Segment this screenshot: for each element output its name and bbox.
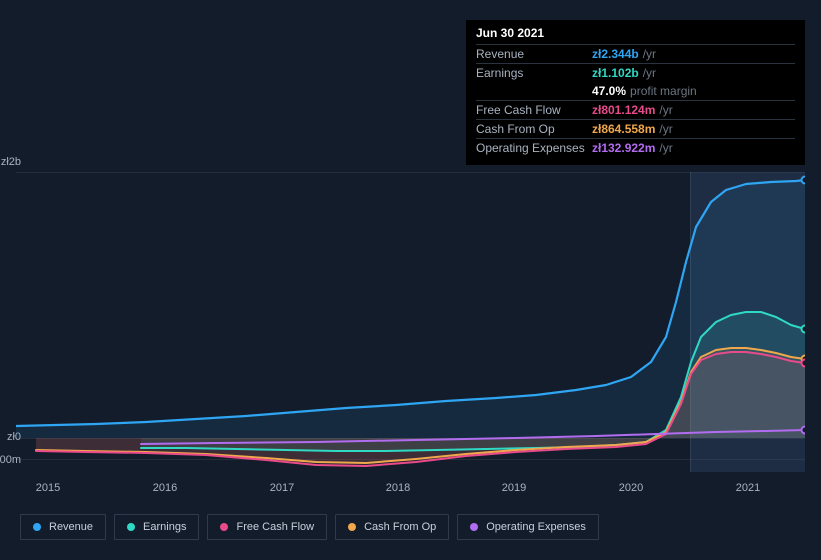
legend-label: Free Cash Flow — [236, 521, 314, 533]
legend: Revenue Earnings Free Cash Flow Cash From O… — [20, 514, 599, 540]
x-axis-label: 2017 — [270, 482, 294, 494]
tooltip-label: Earnings — [476, 66, 592, 80]
tooltip-value: zł1.102b/yr — [592, 66, 656, 80]
x-axis-label: 2018 — [386, 482, 410, 494]
tooltip-row: Operating Expenseszł132.922m/yr — [476, 138, 795, 157]
y-axis-label: zł2b — [0, 156, 21, 168]
tooltip-label: Operating Expenses — [476, 141, 592, 155]
legend-item[interactable]: Revenue — [20, 514, 106, 540]
legend-dot-icon — [33, 523, 41, 531]
tooltip-row: Revenuezł2.344b/yr — [476, 44, 795, 63]
tooltip-value: zł2.344b/yr — [592, 47, 656, 61]
legend-item[interactable]: Cash From Op — [335, 514, 449, 540]
tooltip-row: Earningszł1.102b/yr — [476, 63, 795, 82]
tooltip-value: zł132.922m/yr — [592, 141, 673, 155]
legend-label: Earnings — [143, 521, 186, 533]
x-axis-label: 2015 — [36, 482, 60, 494]
tooltip-row: Free Cash Flowzł801.124m/yr — [476, 100, 795, 119]
tooltip-row: Cash From Opzł864.558m/yr — [476, 119, 795, 138]
tooltip-label: Cash From Op — [476, 122, 592, 136]
legend-item[interactable]: Free Cash Flow — [207, 514, 327, 540]
plot-area[interactable] — [16, 172, 805, 472]
tooltip-value: 47.0%profit margin — [592, 84, 697, 98]
x-axis-label: 2021 — [736, 482, 760, 494]
legend-label: Revenue — [49, 521, 93, 533]
tooltip-label: Free Cash Flow — [476, 103, 592, 117]
tooltip-label: Revenue — [476, 47, 592, 61]
legend-item[interactable]: Operating Expenses — [457, 514, 599, 540]
legend-dot-icon — [348, 523, 356, 531]
tooltip-value: zł864.558m/yr — [592, 122, 673, 136]
tooltip: Jun 30 2021 Revenuezł2.344b/yrEarningszł… — [466, 20, 805, 165]
tooltip-date: Jun 30 2021 — [476, 26, 795, 40]
x-axis-label: 2020 — [619, 482, 643, 494]
financial-chart: Jun 30 2021 Revenuezł2.344b/yrEarningszł… — [0, 0, 821, 560]
legend-label: Cash From Op — [364, 521, 436, 533]
legend-dot-icon — [220, 523, 228, 531]
tooltip-value: zł801.124m/yr — [592, 103, 673, 117]
tooltip-label — [476, 84, 592, 98]
x-axis-label: 2016 — [153, 482, 177, 494]
legend-dot-icon — [470, 523, 478, 531]
tooltip-row: 47.0%profit margin — [476, 82, 795, 100]
tooltip-rows: Revenuezł2.344b/yrEarningszł1.102b/yr47.… — [476, 44, 795, 157]
legend-dot-icon — [127, 523, 135, 531]
legend-item[interactable]: Earnings — [114, 514, 199, 540]
legend-label: Operating Expenses — [486, 521, 586, 533]
x-axis-label: 2019 — [502, 482, 526, 494]
